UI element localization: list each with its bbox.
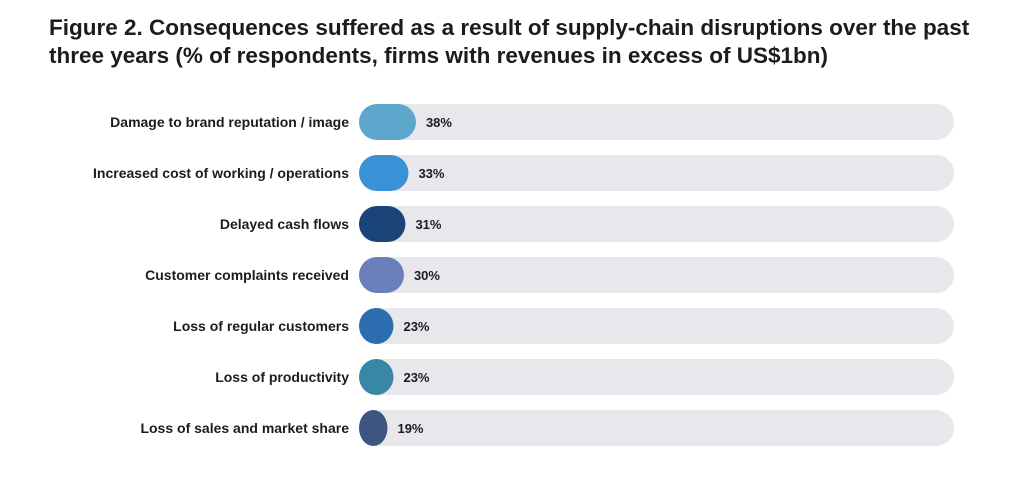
category-label: Delayed cash flows: [220, 216, 349, 232]
value-label: 33%: [418, 166, 444, 181]
category-label: Loss of productivity: [215, 369, 349, 385]
bar: [359, 104, 416, 140]
bar-track: [359, 410, 954, 446]
value-label: 30%: [414, 268, 440, 283]
bar: [359, 410, 388, 446]
bar-row: Loss of sales and market share 19%: [140, 410, 954, 446]
bar-row: Loss of regular customers 23%: [173, 308, 954, 344]
bar-track: [359, 308, 954, 344]
bar-row: Loss of productivity 23%: [215, 359, 954, 395]
value-label: 23%: [403, 319, 429, 334]
bar: [359, 359, 394, 395]
bar-track: [359, 359, 954, 395]
bar: [359, 155, 409, 191]
bar: [359, 206, 406, 242]
category-label: Customer complaints received: [145, 267, 349, 283]
value-label: 23%: [403, 370, 429, 385]
value-label: 19%: [397, 421, 423, 436]
bar-row: Damage to brand reputation / image 38%: [110, 104, 954, 140]
bar-track: [359, 104, 954, 140]
bar: [359, 257, 404, 293]
bar-row: Delayed cash flows 31%: [220, 206, 954, 242]
bar-row: Customer complaints received 30%: [145, 257, 954, 293]
bar: [359, 308, 394, 344]
bar-track: [359, 155, 954, 191]
chart-title: Figure 2. Consequences suffered as a res…: [49, 15, 970, 68]
category-label: Loss of sales and market share: [140, 420, 349, 436]
value-label: 31%: [415, 217, 441, 232]
bar-track: [359, 206, 954, 242]
bar-row: Increased cost of working / operations 33…: [93, 155, 954, 191]
category-label: Loss of regular customers: [173, 318, 349, 334]
bar-track: [359, 257, 954, 293]
category-label: Increased cost of working / operations: [93, 165, 349, 181]
category-label: Damage to brand reputation / image: [110, 114, 349, 130]
value-label: 38%: [426, 115, 452, 130]
